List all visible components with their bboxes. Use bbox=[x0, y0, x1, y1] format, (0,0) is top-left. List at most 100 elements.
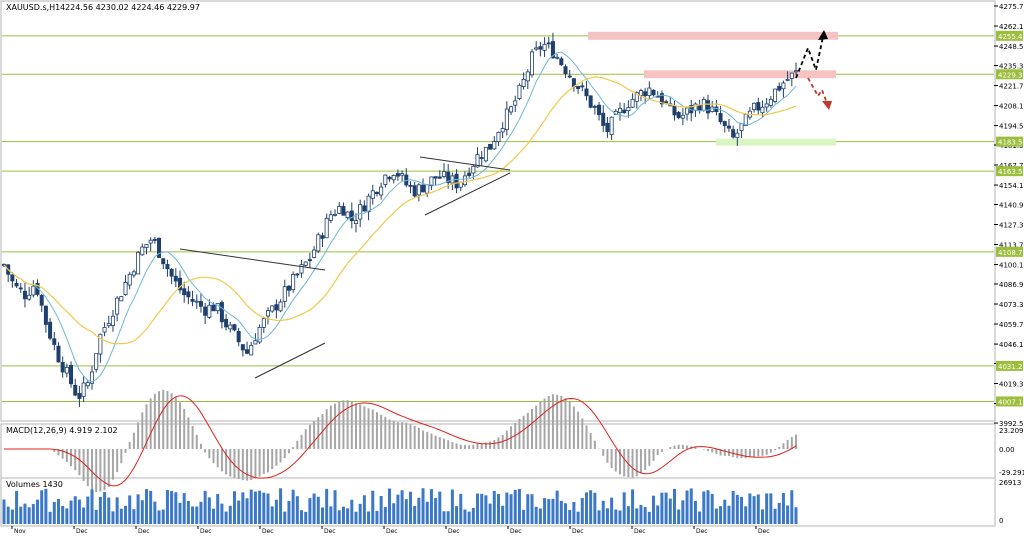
volume-bar bbox=[786, 505, 790, 524]
candle-body bbox=[794, 70, 799, 73]
level-tag-text: 4108.73 bbox=[998, 249, 1024, 257]
volume-bar bbox=[538, 508, 542, 524]
volume-bar bbox=[685, 490, 689, 524]
candle-body bbox=[282, 286, 287, 302]
volume-bar bbox=[589, 490, 593, 524]
candle-body bbox=[634, 92, 639, 102]
volume-bar bbox=[706, 490, 710, 524]
candles bbox=[2, 32, 799, 408]
zones[interactable] bbox=[588, 31, 838, 146]
volume-bar bbox=[379, 495, 383, 524]
volume-bar bbox=[383, 507, 387, 524]
trendline bbox=[179, 248, 326, 271]
candle-body bbox=[462, 175, 467, 186]
candle-body bbox=[182, 288, 187, 296]
volume-bar bbox=[283, 511, 287, 524]
volume-bar bbox=[580, 498, 584, 524]
macd-tick-label: 23.209 bbox=[999, 427, 1024, 435]
macd-label: MACD(12,26,9) 4.919 2.102 bbox=[6, 426, 118, 435]
volume-bar bbox=[48, 511, 52, 524]
candle-body bbox=[48, 321, 53, 339]
volume-bar bbox=[291, 489, 295, 524]
level-tag-text: 4229.32 bbox=[998, 71, 1024, 79]
candle-body bbox=[492, 141, 497, 150]
candle-body bbox=[467, 172, 472, 177]
volume-bar bbox=[111, 511, 115, 524]
volume-bar bbox=[509, 494, 513, 524]
candle-body bbox=[718, 113, 723, 123]
candle-body bbox=[622, 109, 627, 114]
volume-bar bbox=[191, 506, 195, 524]
candle-body bbox=[500, 128, 505, 133]
volume-bar bbox=[119, 508, 123, 524]
time-tick-label: Dec bbox=[572, 528, 584, 535]
candle-body bbox=[739, 123, 744, 132]
volume-bar bbox=[572, 501, 576, 524]
price-tick-label: 4221.70 bbox=[999, 83, 1024, 91]
candle-body bbox=[391, 175, 396, 181]
volume-bar bbox=[140, 500, 144, 524]
candle-body bbox=[421, 184, 426, 193]
candle-body bbox=[773, 88, 778, 102]
volume-bar bbox=[400, 490, 404, 524]
volume-bar bbox=[195, 506, 199, 524]
candle-body bbox=[395, 173, 400, 177]
volume-label: Volumes 1430 bbox=[6, 480, 63, 489]
volume-bar bbox=[781, 492, 785, 524]
candle-body bbox=[534, 47, 539, 50]
candle-body bbox=[52, 338, 57, 345]
volume-bar bbox=[517, 489, 521, 524]
time-tick-label: Dec bbox=[634, 528, 646, 535]
volume-bar bbox=[559, 500, 563, 524]
candle-body bbox=[517, 84, 522, 99]
volume-bar bbox=[65, 508, 69, 524]
candle-body bbox=[387, 176, 392, 180]
volume-bar bbox=[488, 503, 492, 524]
candle-body bbox=[546, 42, 551, 45]
candle-body bbox=[425, 184, 430, 194]
volume-tick-label: 26913 bbox=[999, 479, 1021, 487]
candle-body bbox=[454, 173, 459, 189]
candle-body bbox=[731, 129, 736, 138]
volume-bar bbox=[551, 498, 555, 524]
volume-bar bbox=[459, 493, 463, 524]
volume-bar bbox=[325, 488, 329, 524]
price-tick-label: 4167.70 bbox=[999, 162, 1024, 170]
projection-arrows[interactable] bbox=[795, 30, 832, 110]
volume-bar bbox=[756, 494, 760, 524]
candle-body bbox=[693, 103, 698, 111]
volume-bar bbox=[731, 490, 735, 524]
price-tick-label: 4154.10 bbox=[999, 182, 1024, 190]
volume-bar bbox=[15, 491, 19, 524]
volume-bar bbox=[253, 491, 257, 524]
volume-bar bbox=[287, 500, 291, 524]
candle-body bbox=[115, 297, 120, 315]
candle-body bbox=[416, 184, 421, 196]
candle-body bbox=[110, 315, 115, 326]
volume-bar bbox=[689, 488, 693, 524]
volume-bar bbox=[714, 508, 718, 524]
volume-bar bbox=[44, 488, 48, 524]
candle-body bbox=[362, 205, 367, 212]
candle-body bbox=[249, 344, 254, 356]
candle-body bbox=[559, 58, 564, 66]
candle-body bbox=[224, 319, 229, 328]
volume-bar bbox=[404, 499, 408, 524]
volume-series bbox=[2, 488, 798, 524]
volume-bar bbox=[555, 490, 559, 524]
candle-body bbox=[73, 384, 78, 396]
volume-bar bbox=[614, 509, 618, 524]
candle-body bbox=[177, 277, 182, 291]
trendlines[interactable] bbox=[179, 156, 511, 379]
candle-body bbox=[366, 195, 371, 213]
volume-bar bbox=[450, 489, 454, 524]
volume-bar bbox=[417, 497, 421, 524]
price-tick-label: 4059.70 bbox=[999, 321, 1024, 329]
candle-body bbox=[85, 382, 90, 387]
volume-bar bbox=[69, 500, 73, 524]
candle-body bbox=[429, 176, 434, 187]
time-tick-label: Dec bbox=[696, 528, 708, 535]
level-tag bbox=[996, 396, 1023, 407]
price-tick-label: 4086.90 bbox=[999, 281, 1024, 289]
